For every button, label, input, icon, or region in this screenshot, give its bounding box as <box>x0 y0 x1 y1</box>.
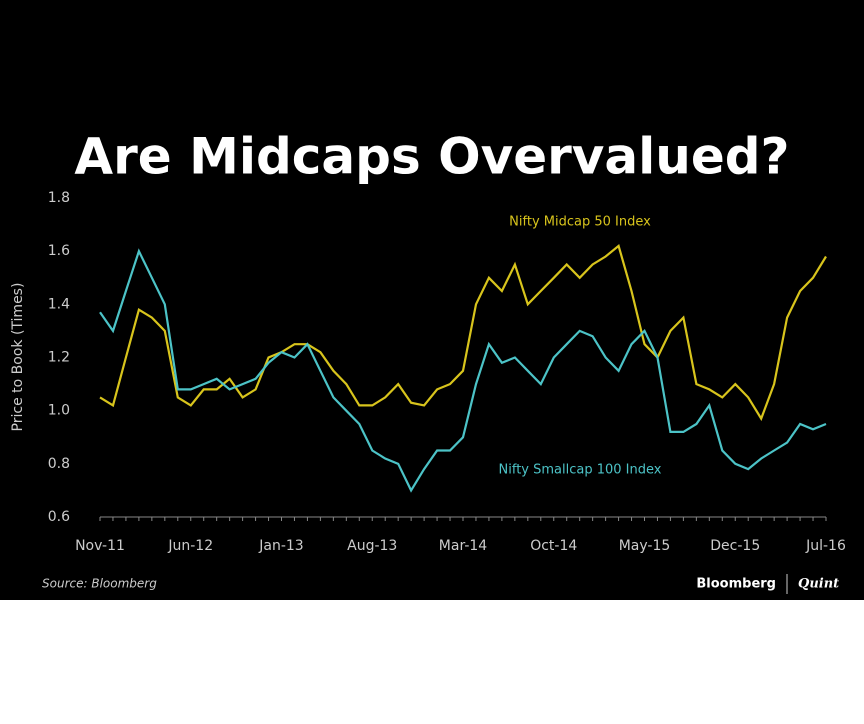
y-tick-label: 1.6 <box>48 243 70 259</box>
x-tick-label: Oct-14 <box>530 538 577 554</box>
x-tick-label: Jun-12 <box>167 538 213 554</box>
background <box>0 0 864 600</box>
x-tick-label: Jul-16 <box>805 538 846 554</box>
chart-title: Are Midcaps Overvalued? <box>74 128 789 186</box>
x-tick-label: Dec-15 <box>710 538 760 554</box>
y-tick-label: 0.8 <box>48 456 70 472</box>
source: Source: Bloomberg <box>42 577 157 591</box>
y-axis-label: Price to Book (Times) <box>10 283 26 432</box>
x-tick-label: Aug-13 <box>347 538 397 554</box>
series-line <box>99 243 827 422</box>
y-tick-label: 1.8 <box>48 190 70 206</box>
x-tick-label: Mar-14 <box>439 538 487 554</box>
brand: Bloomberg <box>696 577 776 592</box>
x-tick-label: Jan-13 <box>258 538 303 554</box>
y-tick-label: 1.2 <box>48 350 70 366</box>
x-tick-label: Nov-11 <box>75 538 125 554</box>
y-tick-label: 0.6 <box>48 509 70 525</box>
series-label: Nifty Smallcap 100 Index <box>499 463 662 478</box>
y-tick-label: 1.4 <box>48 296 70 312</box>
series-label: Nifty Midcap 50 Index <box>509 215 651 230</box>
brand: Quint <box>798 577 839 592</box>
series-line <box>99 248 827 493</box>
x-tick-label: May-15 <box>619 538 671 554</box>
y-tick-label: 1.0 <box>48 403 70 419</box>
